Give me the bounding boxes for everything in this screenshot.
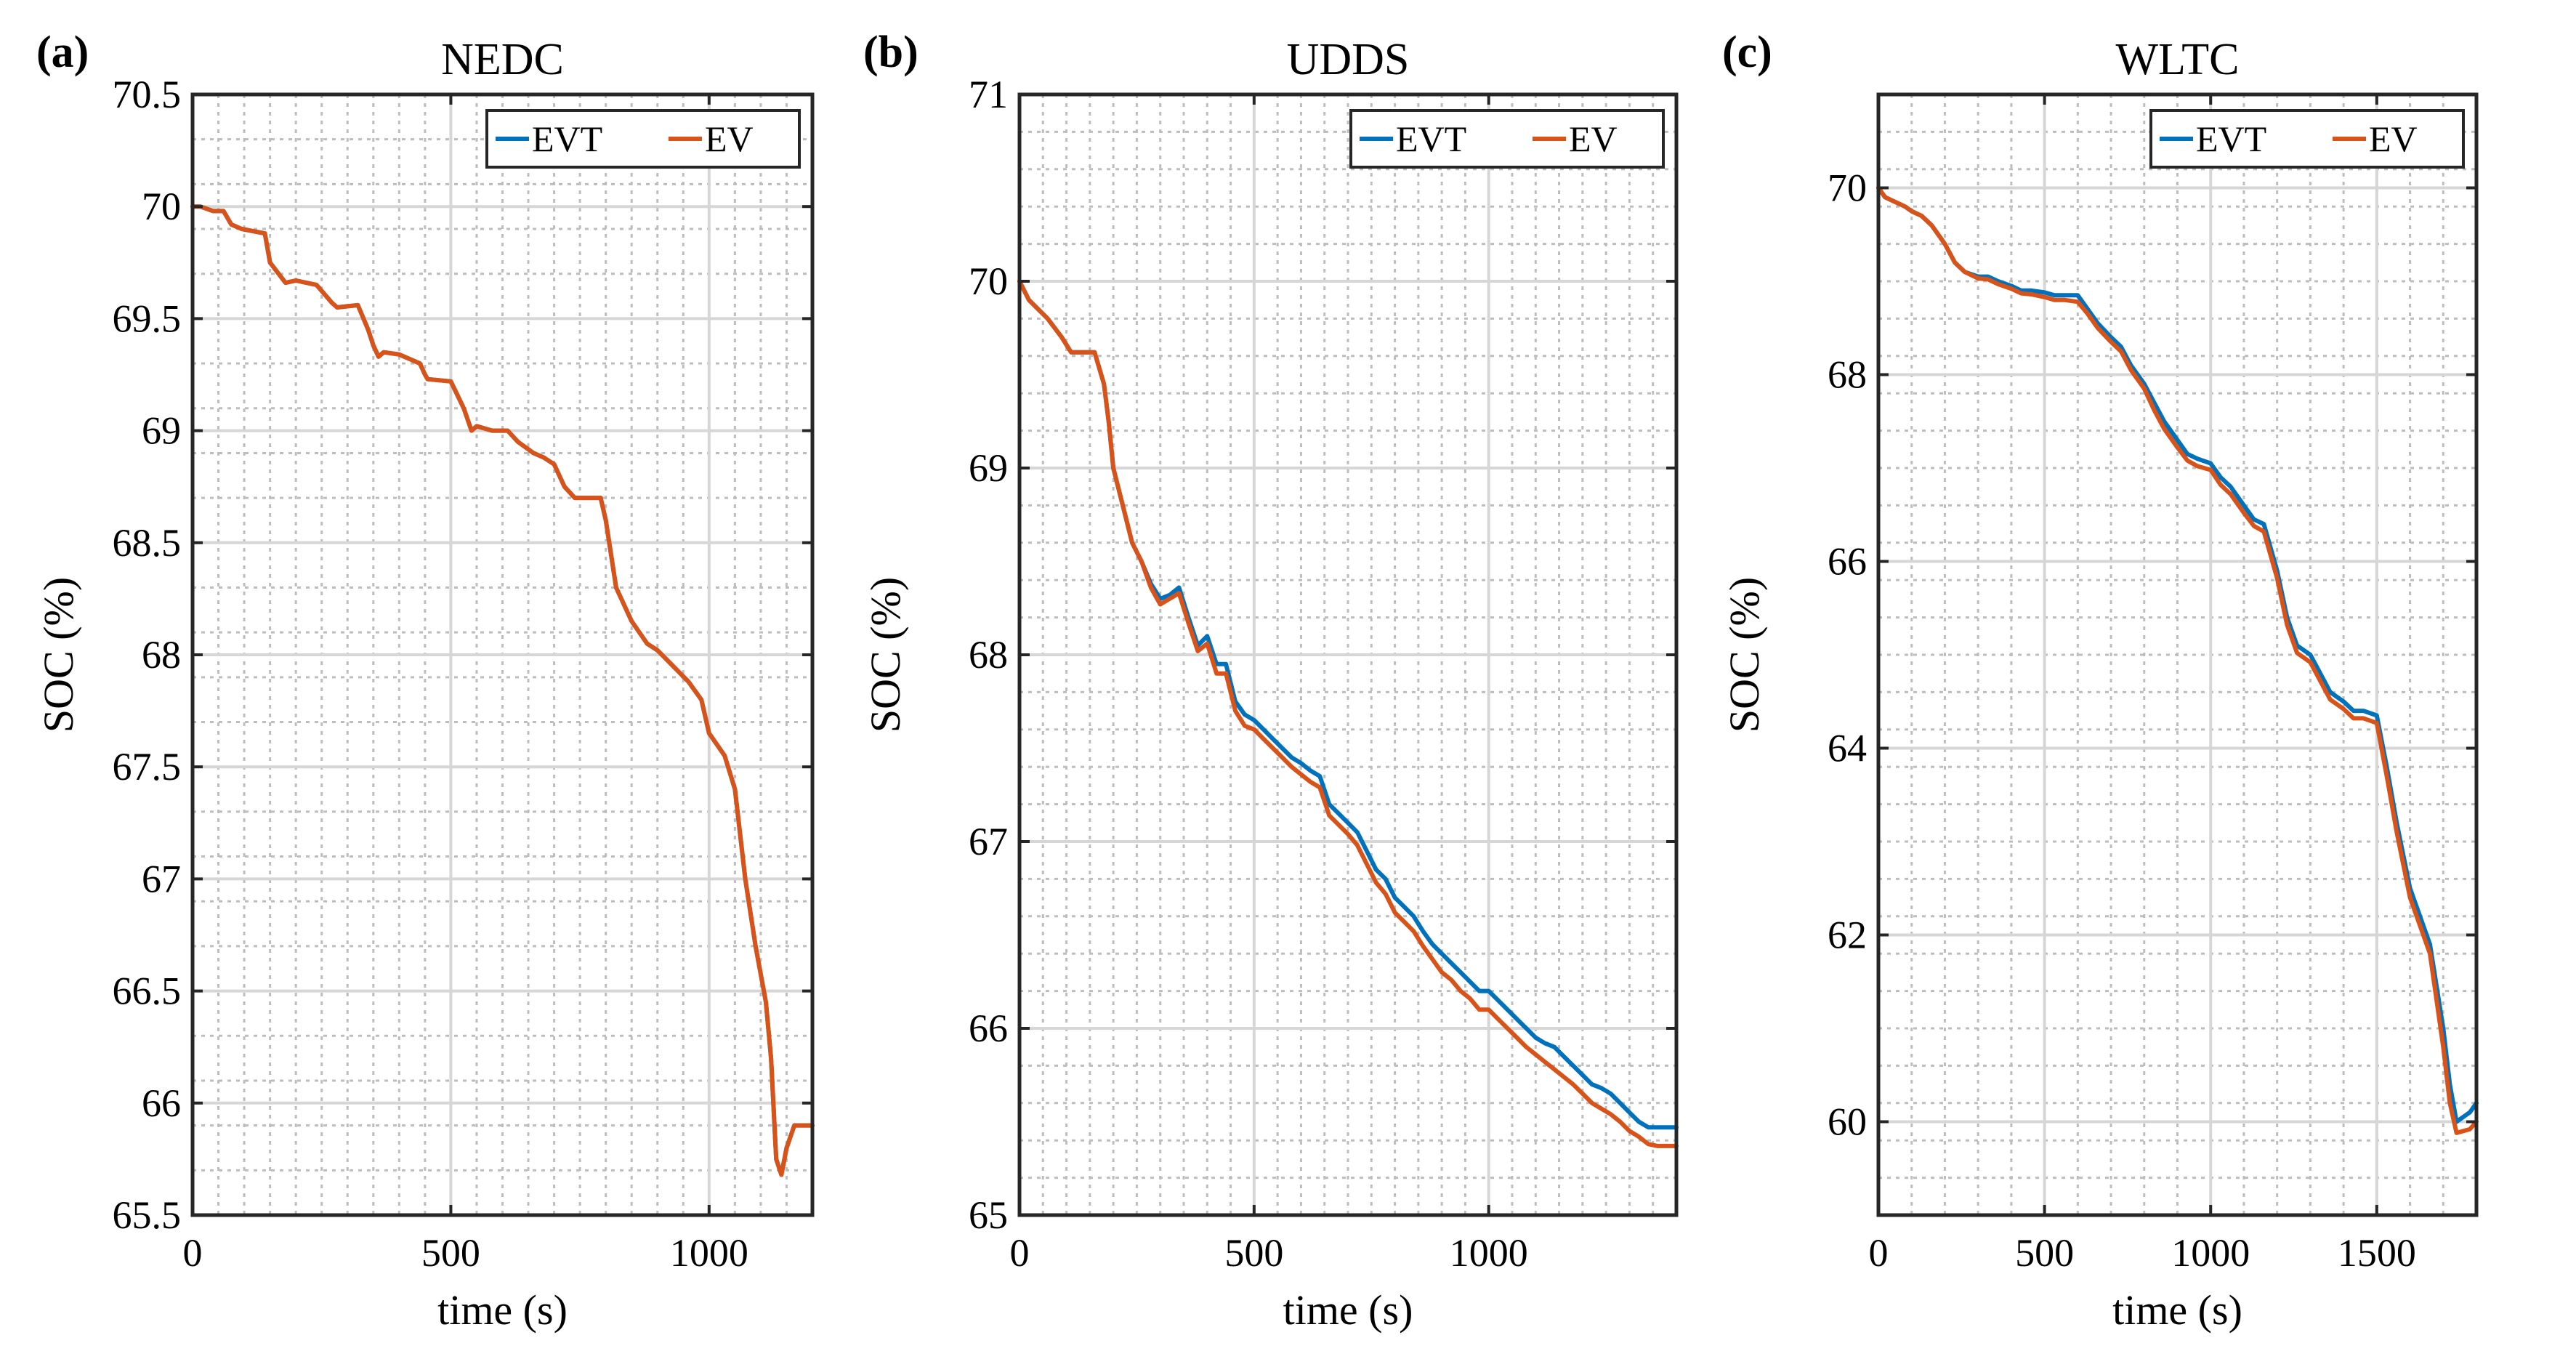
y-axis-label: SOC (%): [35, 577, 82, 733]
legend-label-evt: EVT: [1396, 118, 1466, 159]
x-tick-label: 500: [2015, 1231, 2074, 1275]
legend-box: [1349, 109, 1665, 169]
y-tick-label: 62: [1828, 914, 1867, 957]
x-tick-label: 0: [183, 1231, 203, 1275]
y-tick-label: 68.5: [113, 521, 182, 565]
y-tick-label: 66: [142, 1081, 181, 1125]
y-tick-label: 67: [969, 820, 1008, 863]
y-tick-label: 66: [969, 1007, 1008, 1050]
y-tick-label: 69.5: [113, 297, 182, 340]
y-tick-label: 67.5: [113, 745, 182, 789]
y-tick-label: 70: [142, 185, 181, 228]
legend-label-ev: EV: [1569, 118, 1618, 159]
legend-label-ev: EV: [705, 118, 754, 159]
panel-nedc: 0 500 1000 65.5 66 66.5 67 67.5 68 68.5 69 69.5 70 70…: [35, 28, 815, 1334]
y-axis-label: SOC (%): [1721, 577, 1768, 733]
x-tick-label: 500: [421, 1231, 480, 1275]
y-tick-label: 69: [142, 409, 181, 453]
panel-wltc: 0 500 1000 1500 60 62 64 66 68 70 time (s) SOC (%) W…: [1721, 28, 2479, 1334]
chart-title: UDDS: [1287, 35, 1410, 84]
legend: EVT EV: [1349, 109, 1665, 169]
chart-title: NEDC: [441, 35, 564, 84]
x-tick-label: 1000: [2171, 1231, 2250, 1275]
panel-label: (b): [863, 28, 918, 77]
y-tick-label: 67: [142, 857, 181, 900]
chart-title: WLTC: [2116, 35, 2240, 84]
axes-box: [1876, 92, 2479, 1217]
x-axis-label: time (s): [2112, 1286, 2242, 1334]
y-tick-label: 60: [1828, 1100, 1867, 1144]
legend-box: [485, 109, 801, 169]
y-tick-label: 71: [969, 73, 1008, 116]
y-tick-label: 64: [1828, 727, 1867, 770]
x-tick-label: 0: [1010, 1231, 1030, 1275]
series-line-ev: [190, 204, 815, 1177]
x-axis-label: time (s): [437, 1286, 568, 1334]
panel-udds: 0 500 1000 65 66 67 68 69 70 71 time (s) SOC (%) UDD…: [862, 28, 1679, 1334]
panel-label: (c): [1722, 28, 1772, 77]
y-tick-label: 68: [969, 633, 1008, 677]
legend-label-evt: EVT: [2196, 118, 2266, 159]
legend-box: [2149, 109, 2465, 169]
y-tick-label: 66.5: [113, 969, 182, 1013]
y-axis-label: SOC (%): [862, 577, 909, 733]
panel-label: (a): [36, 28, 89, 77]
x-tick-label: 1500: [2338, 1231, 2416, 1275]
legend-label-evt: EVT: [532, 118, 602, 159]
x-tick-label: 1000: [670, 1231, 748, 1275]
grid: [191, 93, 814, 1217]
x-tick-label: 0: [1869, 1231, 1889, 1275]
y-tick-label: 68: [1828, 353, 1867, 397]
y-tick-label: 70.5: [113, 73, 182, 116]
series-line-ev: [1017, 279, 1679, 1148]
y-tick-label: 68: [142, 633, 181, 677]
y-tick-label: 69: [969, 446, 1008, 490]
y-tick-label: 70: [969, 259, 1008, 303]
legend-label-ev: EV: [2369, 118, 2418, 159]
series-line-ev: [1876, 185, 2479, 1135]
y-tick-label: 65: [969, 1193, 1008, 1237]
y-tick-label: 70: [1828, 166, 1867, 210]
x-tick-label: 1000: [1450, 1231, 1528, 1275]
y-tick-label: 65.5: [113, 1193, 182, 1237]
x-tick-label: 500: [1224, 1231, 1283, 1275]
legend: EVT EV: [2149, 109, 2465, 169]
legend: EVT EV: [485, 109, 801, 169]
y-tick-label: 66: [1828, 540, 1867, 584]
x-axis-label: time (s): [1283, 1286, 1413, 1334]
